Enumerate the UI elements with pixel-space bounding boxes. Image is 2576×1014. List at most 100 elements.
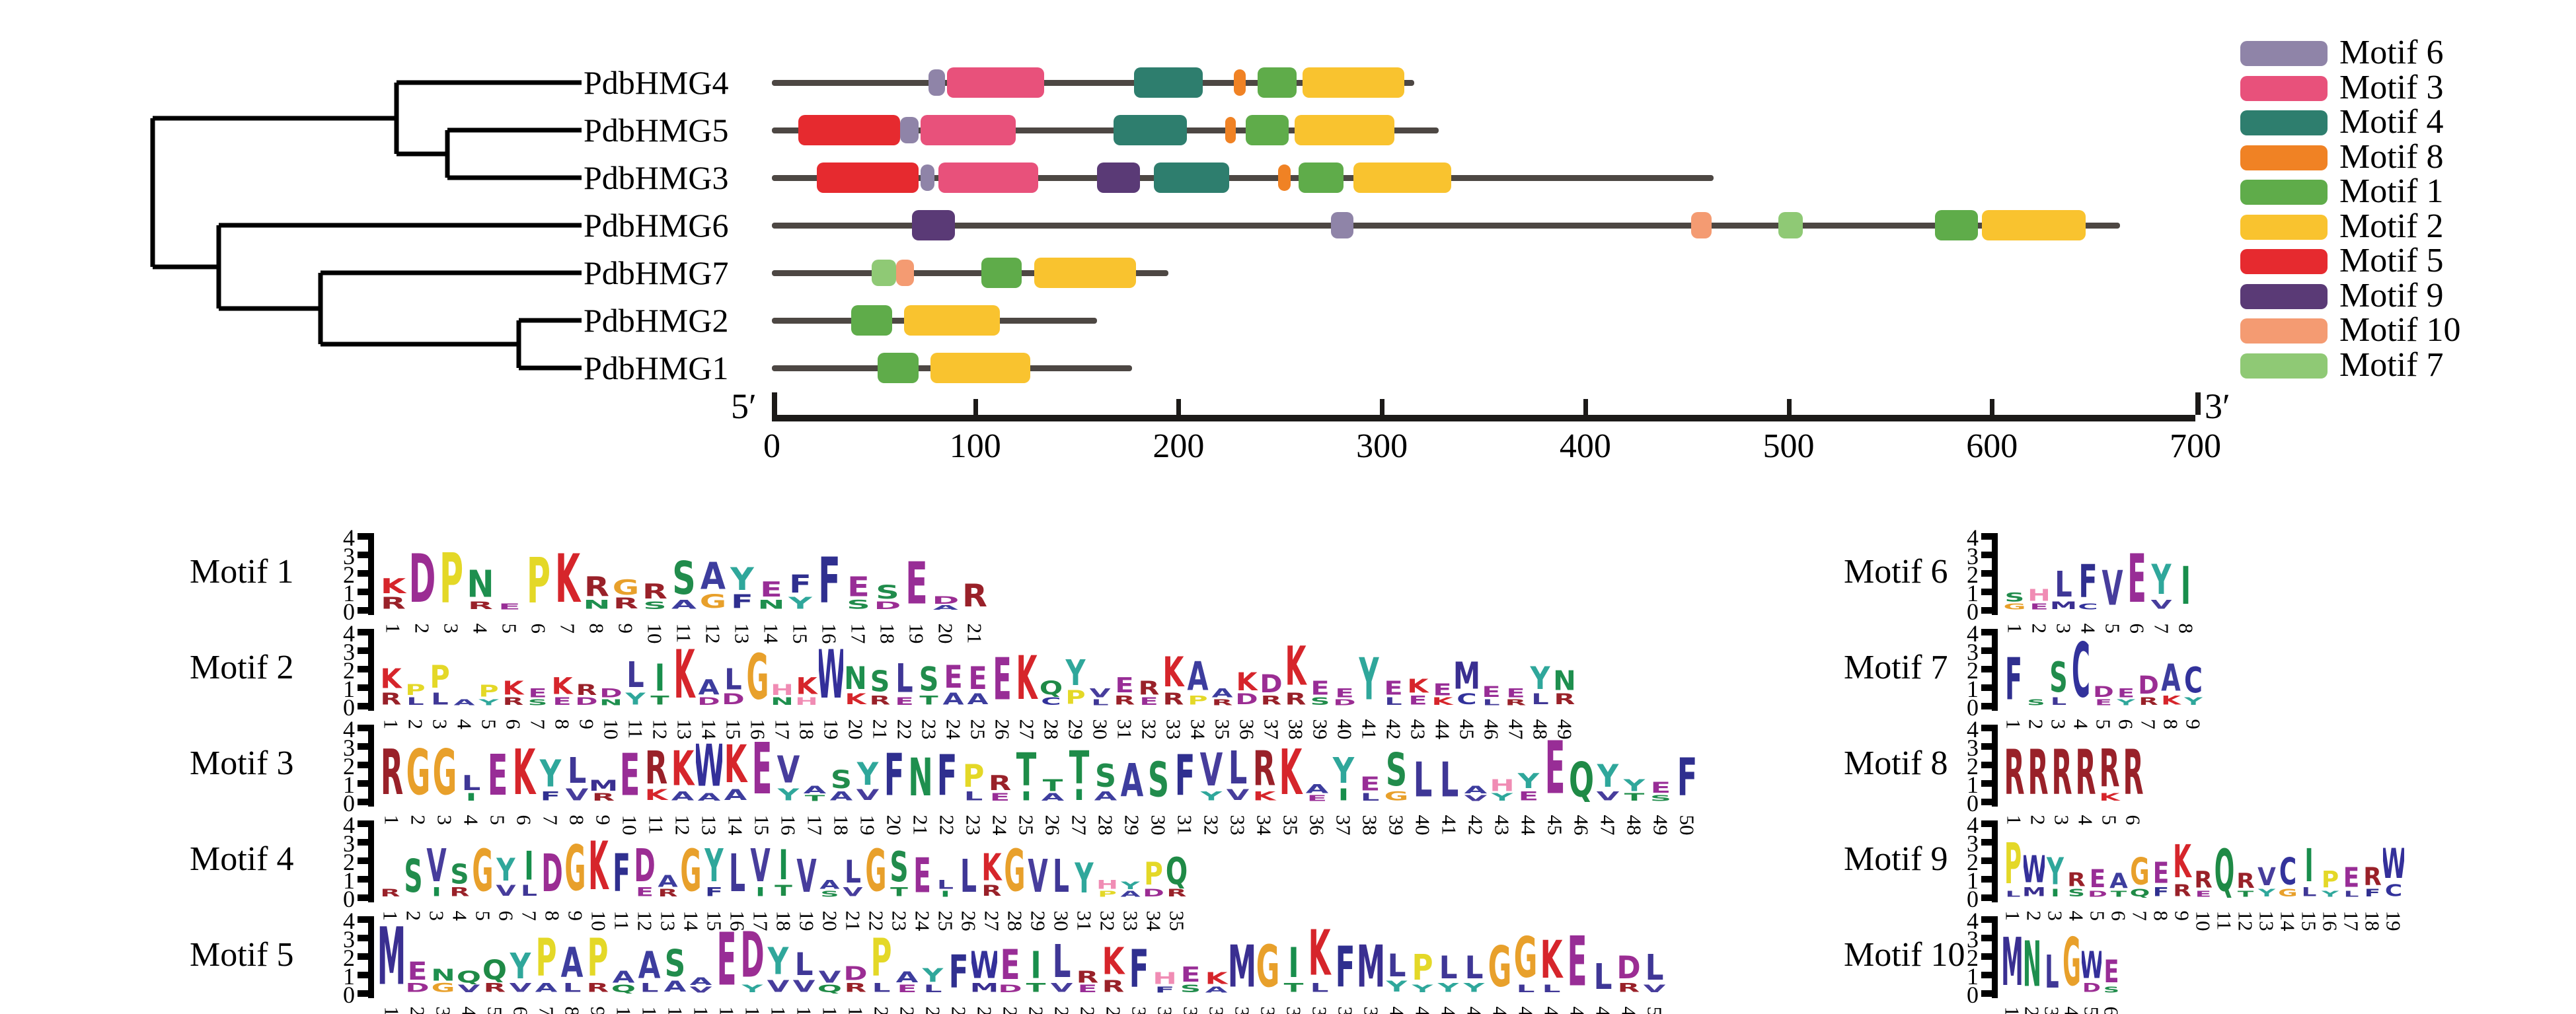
logo-letter-G: G (433, 746, 457, 802)
svg-text:K: K (502, 680, 525, 697)
motif-5-box (816, 163, 919, 193)
logo-letter-K: K (380, 667, 402, 691)
svg-text:P: P (1412, 953, 1433, 984)
logo-letter-H: H (1490, 778, 1515, 793)
logo-x-tick-label: 40 (1411, 815, 1435, 836)
logo-x-tick-label: 46 (1540, 1007, 1563, 1014)
logo-y-axis (1992, 533, 1998, 615)
legend-label: Motif 6 (2339, 34, 2444, 71)
logo-y-tick (1981, 839, 1992, 846)
motif-3-box (938, 163, 1039, 193)
logo-x-tick-label: 1 (2000, 1006, 2024, 1014)
svg-text:S: S (1386, 750, 1407, 791)
logo-letter-V: V (1028, 857, 1048, 898)
logo-letter-G: G (700, 594, 726, 610)
logo-letter-L: L (845, 859, 861, 887)
logo-x-tick-label: 4 (457, 1006, 480, 1014)
logo-letter-K: K (1253, 791, 1277, 802)
svg-text:R: R (1253, 748, 1275, 791)
svg-text:E: E (1360, 776, 1381, 793)
svg-text:L: L (1053, 857, 1069, 898)
logo-letter-A: A (671, 791, 695, 802)
logo-y-tick-label: 3 (1967, 543, 1979, 569)
logo-letter-R: R (2099, 746, 2119, 793)
logo-position-stack: K (672, 632, 697, 706)
logo-label: Motif 5 (190, 936, 294, 974)
logo-letter-E: E (1568, 933, 1587, 994)
logo-letter-I: I (466, 793, 477, 802)
svg-text:R: R (381, 692, 402, 706)
svg-text:R: R (584, 575, 609, 599)
logo-y-tick-label: 0 (1967, 982, 1979, 1008)
logo-letter-E: E (1139, 697, 1158, 706)
logo-label: Motif 6 (1844, 553, 1948, 591)
svg-text:R: R (1077, 970, 1099, 984)
svg-text:K: K (981, 851, 1003, 885)
logo-letter-Y: Y (777, 787, 800, 802)
logo-letter-A: A (698, 678, 720, 697)
svg-text:F: F (937, 752, 958, 802)
logo-x-tick-label: 33 (1205, 1007, 1228, 1014)
logo-letter-V: V (767, 979, 790, 994)
svg-text:G: G (746, 651, 769, 706)
logo-letter-A: A (1211, 688, 1232, 699)
logo-letter-Y: Y (1462, 982, 1485, 994)
svg-text:G: G (2063, 934, 2081, 994)
svg-text:F: F (1129, 947, 1149, 994)
svg-text:Y: Y (704, 846, 724, 887)
logo-letter-G: G (1514, 934, 1538, 984)
logo-letter-Y: Y (856, 761, 879, 789)
logo-x-tick-label: 1 (380, 1006, 403, 1014)
logo-position-stack: Q (1568, 728, 1595, 802)
logo-y-tick-label: 3 (343, 639, 355, 665)
svg-text:L: L (1482, 699, 1499, 706)
svg-text:K: K (1236, 671, 1258, 694)
svg-text:E: E (1307, 795, 1328, 802)
logo-letter-P: P (439, 550, 463, 610)
logo-position-stack: G (1487, 920, 1513, 994)
svg-text:E: E (2343, 866, 2359, 890)
logo-letter-Y: Y (2183, 697, 2203, 706)
svg-text:K: K (1431, 697, 1454, 706)
logo-position-stack: R (2074, 728, 2098, 802)
logo-letter-N: N (757, 599, 784, 610)
svg-text:Y: Y (496, 857, 515, 885)
svg-text:E: E (1335, 688, 1353, 699)
logo-x-tick-label: 10 (2191, 910, 2215, 931)
svg-text:Y: Y (2116, 699, 2136, 706)
logo-letter-P: P (1065, 690, 1085, 706)
logo-y-tick (1981, 666, 1992, 672)
logo-x-tick-label: 14 (2276, 910, 2300, 931)
svg-text:Y: Y (1385, 980, 1408, 994)
svg-text:K: K (645, 789, 669, 802)
svg-text:Q: Q (611, 984, 636, 994)
logo-position-stack: F (946, 920, 971, 994)
ruler-tick-label: 500 (1762, 427, 1815, 465)
logo-letter-R: R (381, 746, 403, 802)
logo-letter-I: I (755, 887, 765, 898)
logo-letter-P: P (1412, 953, 1433, 984)
logo-letter-P: P (587, 936, 608, 982)
svg-text:Q: Q (2215, 846, 2234, 898)
svg-text:C: C (2072, 639, 2090, 706)
logo-label: Motif 7 (1844, 649, 1948, 686)
legend-label: Motif 10 (2339, 311, 2461, 349)
svg-text:D: D (697, 697, 720, 706)
svg-text:C: C (1457, 693, 1476, 706)
svg-text:A: A (561, 945, 584, 982)
logo-letter-C: C (1457, 693, 1476, 706)
logo-letter-K: K (1102, 945, 1125, 978)
logo-x-tick-label: 47 (1596, 815, 1620, 836)
svg-text:R: R (642, 583, 667, 601)
logo-letter-H: H (1153, 971, 1177, 986)
logo-letter-I: I (2304, 846, 2313, 887)
